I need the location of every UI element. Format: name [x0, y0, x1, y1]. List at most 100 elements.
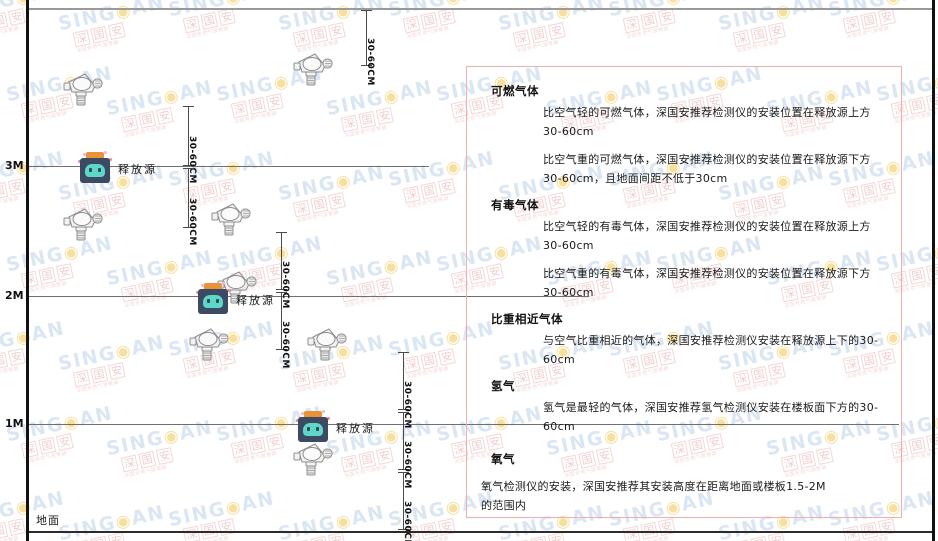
dimension-30-60cm: 30-60CM [398, 472, 412, 541]
spark [322, 410, 325, 413]
info-section: 可燃气体 比空气轻的可燃气体，深国安推荐检测仪的安装位置在释放源上方30-60cm… [481, 83, 887, 188]
level-line-1m [29, 424, 899, 425]
gas-detector-icon [62, 70, 108, 108]
info-section-paragraph: 氧气检测仪的安装，深国安推荐其安装高度在距离地面或楼板1.5-2M的范围内 [481, 480, 826, 512]
info-section-paragraph: 比空气重的有毒气体，深国安推荐检测仪的安装位置在释放源下方30-60cm [543, 267, 871, 299]
gas-detector-icon [62, 205, 108, 243]
info-section-title: 可燃气体 [491, 84, 539, 98]
left-axis-line [26, 0, 29, 541]
info-panel: 可燃气体 比空气轻的可燃气体，深国安推荐检测仪的安装位置在释放源上方30-60cm… [466, 66, 902, 518]
info-section: 氧气氧气检测仪的安装，深国安推荐其安装高度在距离地面或楼板1.5-2M的范围内 [481, 445, 887, 517]
dimension-line [366, 10, 367, 66]
info-section-paragraph: 比空气轻的可燃气体，深国安推荐检测仪的安装位置在释放源上方30-60cm [543, 106, 871, 138]
info-section-paragraph: 比空气重的可燃气体，深国安推荐检测仪的安装位置在释放源下方30-60cm，且地面… [543, 153, 871, 185]
info-section-title: 氧气 [491, 452, 515, 466]
dimension-30-60cm: 30-60CM [361, 10, 375, 86]
info-section-title: 比重相近气体 [491, 312, 563, 326]
dimension-tick-bottom [183, 165, 194, 166]
info-section-paragraph: 氢气是最轻的气体，深国安推荐氢气检测仪安装在楼板面下方的30-60cm [543, 401, 879, 433]
dimension-tick-bottom [276, 289, 287, 290]
level-line-2m [29, 296, 589, 297]
dimension-line [403, 352, 404, 410]
release-source-label: 释放源 [118, 163, 157, 176]
spark [201, 284, 204, 287]
dimension-line [188, 168, 189, 228]
release-source-label: 释放源 [236, 294, 275, 307]
info-section-title: 有毒气体 [491, 198, 539, 212]
dimension-tick-top [276, 232, 287, 233]
dimension-label: 30-60CM [402, 501, 412, 541]
gas-detector-icon [292, 440, 338, 478]
dimension-tick-bottom [398, 529, 409, 530]
dimension-tick-bottom [398, 469, 409, 470]
dimension-line [188, 106, 189, 166]
dimension-30-60cm: 30-60CM [183, 106, 197, 184]
dimension-tick-top [398, 472, 409, 473]
spark [227, 289, 230, 292]
gas-cloud-icon [203, 295, 223, 308]
ground-line [26, 531, 932, 533]
gas-cloud-icon [85, 164, 105, 177]
dimension-30-60cm: 30-60CM [398, 412, 412, 489]
ceiling-line [26, 8, 932, 10]
ground-label: 地面 [36, 514, 60, 527]
spark [301, 412, 304, 415]
dimension-tick-top [183, 106, 194, 107]
dimension-tick-top [398, 412, 409, 413]
spark [83, 153, 86, 156]
dimension-30-60cm: 30-60CM [276, 292, 290, 369]
dimension-line [403, 412, 404, 470]
level-line-3m [29, 166, 429, 167]
dimension-label: 30-60CM [187, 198, 197, 246]
gas-cloud-icon [303, 423, 323, 436]
gas-detector-icon [216, 268, 262, 306]
spark [78, 160, 81, 163]
info-section-paragraph: 比空气轻的有毒气体，深国安推荐检测仪的安装位置在释放源上方30-60cm [543, 220, 871, 252]
right-frame-line [932, 0, 935, 541]
dimension-tick-bottom [361, 65, 372, 66]
spark [196, 291, 199, 294]
gas-detector-icon [292, 50, 338, 88]
dimension-30-60cm: 30-60CM [398, 352, 412, 429]
spark [296, 419, 299, 422]
info-sections: 可燃气体 比空气轻的可燃气体，深国安推荐检测仪的安装位置在释放源上方30-60cm… [481, 83, 887, 517]
info-section-paragraph: 与空气比重相近的气体，深国安推荐检测仪安装在释放源上下的30-60cm [543, 334, 879, 366]
dimension-30-60cm: 30-60CM [183, 168, 197, 246]
dimension-line [281, 232, 282, 290]
dimension-30-60cm: 30-60CM [276, 232, 290, 309]
release-source-label: 释放源 [336, 422, 375, 435]
dimension-label: 30-60CM [365, 38, 375, 86]
release-source-icon [296, 409, 330, 443]
spark [104, 151, 107, 154]
info-section: 有毒气体 比空气轻的有毒气体，深国安推荐检测仪的安装位置在释放源上方30-60cm… [481, 197, 887, 302]
dimension-tick-top [276, 292, 287, 293]
level-label-3m: 3M [5, 159, 24, 172]
dimension-tick-top [183, 168, 194, 169]
dimension-tick-bottom [183, 227, 194, 228]
release-source-icon [196, 281, 230, 315]
release-source-icon [78, 150, 112, 184]
level-label-1m: 1M [5, 417, 24, 430]
dimension-tick-top [398, 352, 409, 353]
spark [222, 282, 225, 285]
spark [327, 417, 330, 420]
gas-detector-icon [210, 200, 256, 238]
spark [109, 158, 112, 161]
info-section-title: 氢气 [491, 379, 515, 393]
gas-detector-icon [188, 325, 234, 363]
